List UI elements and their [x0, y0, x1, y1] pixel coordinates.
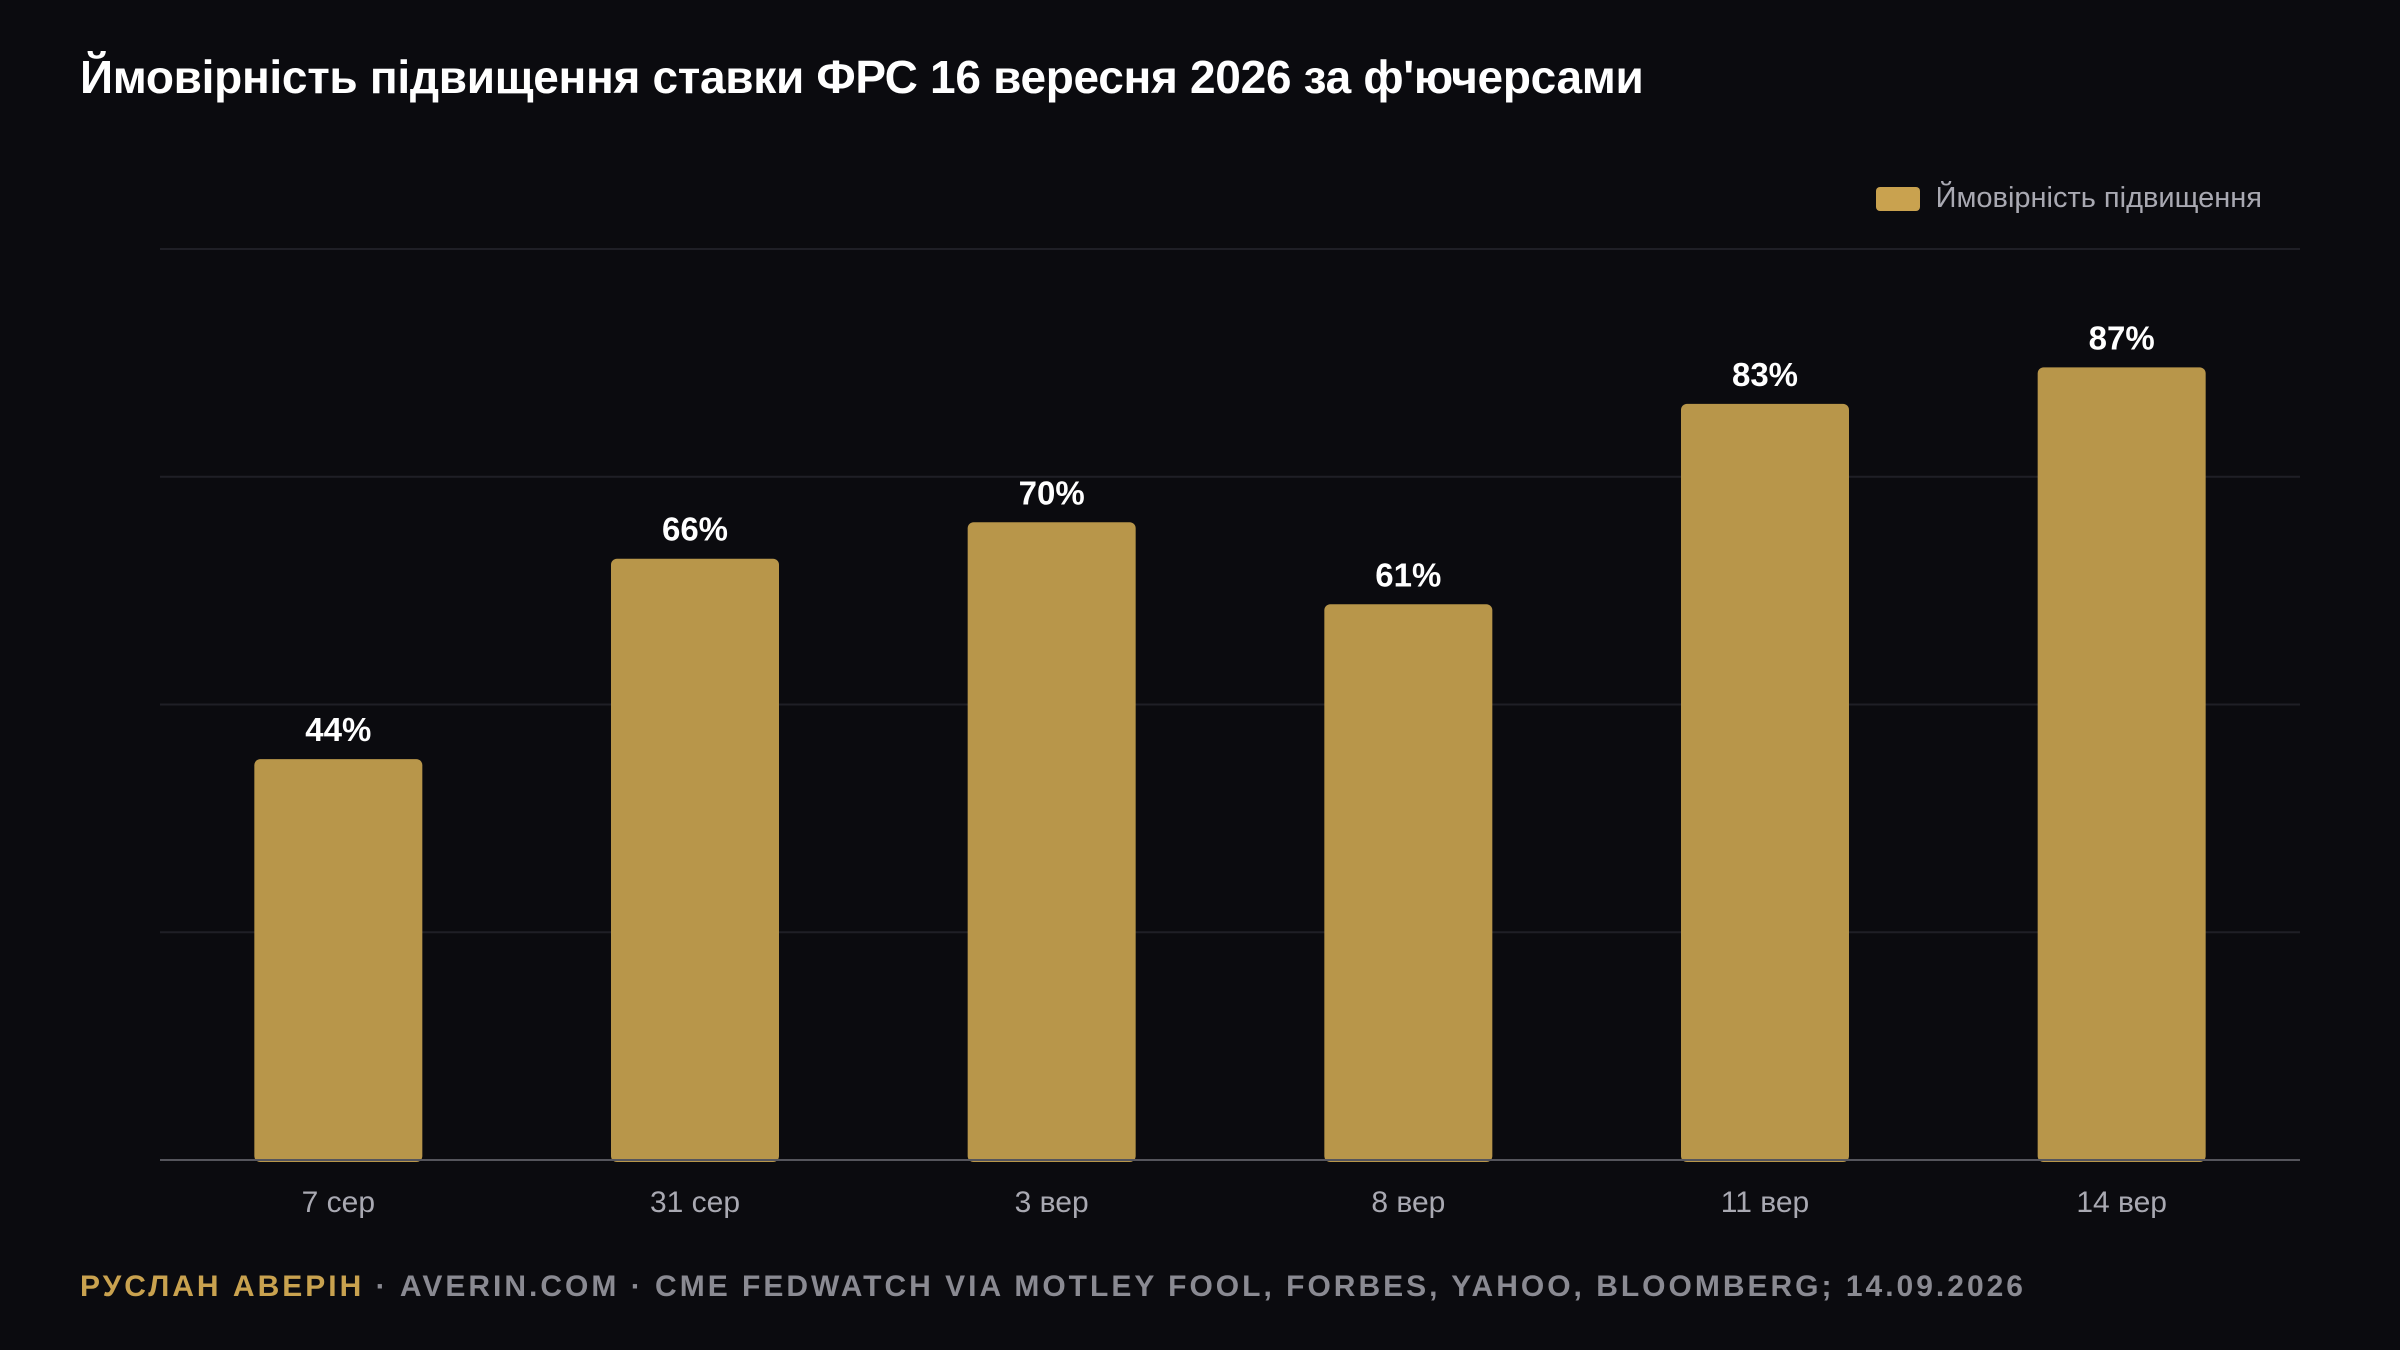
- legend: Ймовірність підвищення: [1875, 182, 2262, 215]
- footer-credit: РУСЛАН АВЕРІН · AVERIN.COM · CME FEDWATC…: [80, 1270, 2026, 1304]
- legend-label: Ймовірність підвищення: [1935, 182, 2262, 214]
- data-label: 87%: [2089, 319, 2155, 356]
- footer-sources: · AVERIN.COM · CME FEDWATCH VIA MOTLEY F…: [364, 1270, 2026, 1303]
- bar-5: [1681, 403, 1849, 1162]
- x-tick-label: 7 сер: [302, 1186, 375, 1219]
- bar-1: [254, 759, 423, 1162]
- bar-4: [1324, 604, 1493, 1162]
- x-tick-label: 8 вер: [1371, 1186, 1445, 1219]
- data-label: 44%: [305, 711, 371, 748]
- footer-author: РУСЛАН АВЕРІН: [80, 1270, 365, 1303]
- data-label: 83%: [1732, 356, 1798, 393]
- legend-swatch: [1875, 186, 1920, 211]
- bar-2: [611, 558, 779, 1162]
- bar-6: [2037, 367, 2206, 1162]
- data-label: 66%: [662, 511, 728, 548]
- bar-3: [967, 522, 1136, 1162]
- x-tick-label: 14 вер: [2076, 1186, 2167, 1219]
- x-tick-label: 11 вер: [1721, 1186, 1809, 1219]
- data-label: 61%: [1375, 556, 1441, 593]
- chart-title: Ймовірність підвищення ставки ФРС 16 вер…: [80, 51, 1644, 103]
- x-tick-label: 31 сер: [650, 1186, 740, 1219]
- x-tick-label: 3 вер: [1015, 1186, 1089, 1219]
- data-label: 70%: [1019, 474, 1085, 511]
